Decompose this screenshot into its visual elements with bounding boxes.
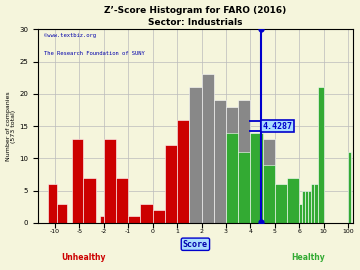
Text: The Research Foundation of SUNY: The Research Foundation of SUNY	[44, 50, 145, 56]
Text: Healthy: Healthy	[292, 253, 325, 262]
Bar	[104, 139, 116, 223]
Bar	[302, 191, 305, 223]
Title: Z’-Score Histogram for FARO (2016)
Sector: Industrials: Z’-Score Histogram for FARO (2016) Secto…	[104, 6, 287, 27]
Y-axis label: Number of companies
(573 total): Number of companies (573 total)	[5, 91, 16, 161]
Bar	[84, 178, 96, 223]
Bar	[153, 210, 165, 223]
Bar	[305, 191, 309, 223]
Bar	[250, 133, 262, 223]
Bar	[57, 204, 67, 223]
Bar	[250, 133, 262, 223]
Bar	[214, 100, 226, 223]
Bar	[177, 120, 189, 223]
Bar	[116, 178, 128, 223]
Bar	[315, 184, 318, 223]
Bar	[165, 146, 177, 223]
Bar	[311, 184, 315, 223]
Bar	[309, 191, 311, 223]
Bar	[140, 204, 153, 223]
Text: 4.4287: 4.4287	[262, 122, 293, 131]
Bar	[72, 139, 84, 223]
Bar	[226, 133, 238, 223]
Bar	[100, 217, 104, 223]
Bar	[238, 100, 250, 223]
Bar	[318, 87, 324, 223]
Text: ©www.textbiz.org: ©www.textbiz.org	[44, 33, 96, 38]
Bar	[238, 152, 250, 223]
X-axis label: Score: Score	[183, 240, 208, 249]
Bar	[48, 184, 57, 223]
Bar	[275, 184, 287, 223]
Bar	[299, 204, 302, 223]
Bar	[128, 217, 140, 223]
Text: Unhealthy: Unhealthy	[61, 253, 106, 262]
Bar	[287, 178, 299, 223]
Bar	[348, 152, 351, 223]
Bar	[262, 139, 275, 223]
Bar	[262, 165, 275, 223]
Bar	[189, 87, 202, 223]
Bar	[226, 107, 238, 223]
Bar	[202, 75, 214, 223]
